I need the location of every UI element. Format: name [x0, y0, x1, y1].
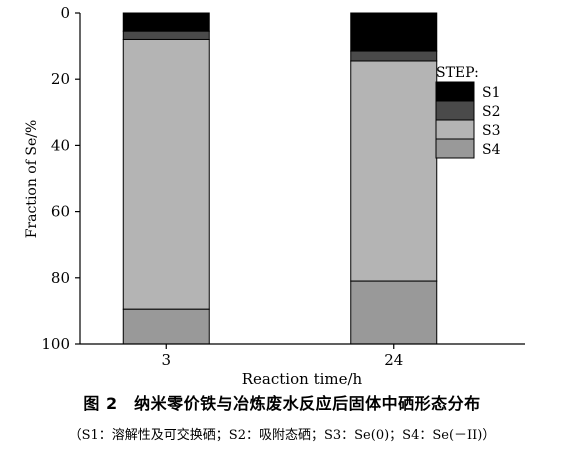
legend-swatch-s4 — [435, 138, 475, 159]
legend: STEP: S1 S2 S3 S4 — [435, 65, 501, 159]
x-axis-label: Reaction time/h — [242, 370, 363, 388]
figure-caption-title: 图 2 纳米零价铁与冶炼废水反应后固体中硒形态分布 — [83, 394, 481, 413]
y-tick-label: 40 — [51, 136, 70, 154]
legend-label-s3: S3 — [482, 123, 501, 139]
legend-swatch-s1 — [435, 81, 475, 102]
y-tick-label: 100 — [41, 335, 70, 353]
legend-title: STEP: — [436, 65, 479, 81]
y-tick-label: 80 — [51, 269, 70, 287]
bar-segment-s1-24 — [350, 12, 438, 52]
figure-caption-note: （S1：溶解性及可交换硒；S2：吸附态硒；S3：Se(0)；S4：Se(－II)… — [68, 428, 496, 443]
bar-segment-s2-24 — [350, 50, 438, 62]
x-tick-label: 24 — [384, 351, 403, 369]
legend-label-s2: S2 — [482, 104, 501, 120]
bars — [122, 12, 438, 345]
legend-swatch-s3 — [435, 119, 475, 140]
legend-label-s1: S1 — [482, 85, 501, 101]
bar-segment-s3-24 — [350, 60, 438, 282]
bar-segment-s4-24 — [350, 280, 438, 345]
bar-segment-s2-3 — [122, 30, 210, 40]
y-tick-label: 60 — [51, 203, 70, 221]
x-ticks: 3 24 — [161, 344, 403, 369]
x-tick-label: 3 — [161, 351, 171, 369]
legend-swatch-s2 — [435, 100, 475, 121]
y-tick-label: 20 — [51, 70, 70, 88]
bar-segment-s4-3 — [122, 308, 210, 345]
bar-segment-s1-3 — [122, 12, 210, 32]
legend-label-s4: S4 — [482, 142, 501, 158]
y-axis-label: Fraction of Se/% — [24, 120, 40, 239]
y-ticks: 0 20 40 60 80 100 — [41, 4, 80, 353]
bar-segment-s3-3 — [122, 38, 210, 310]
y-tick-label: 0 — [60, 4, 70, 22]
chart: 0 20 40 60 80 100 3 24 Fraction of Se/% Reacti… — [24, 4, 525, 388]
